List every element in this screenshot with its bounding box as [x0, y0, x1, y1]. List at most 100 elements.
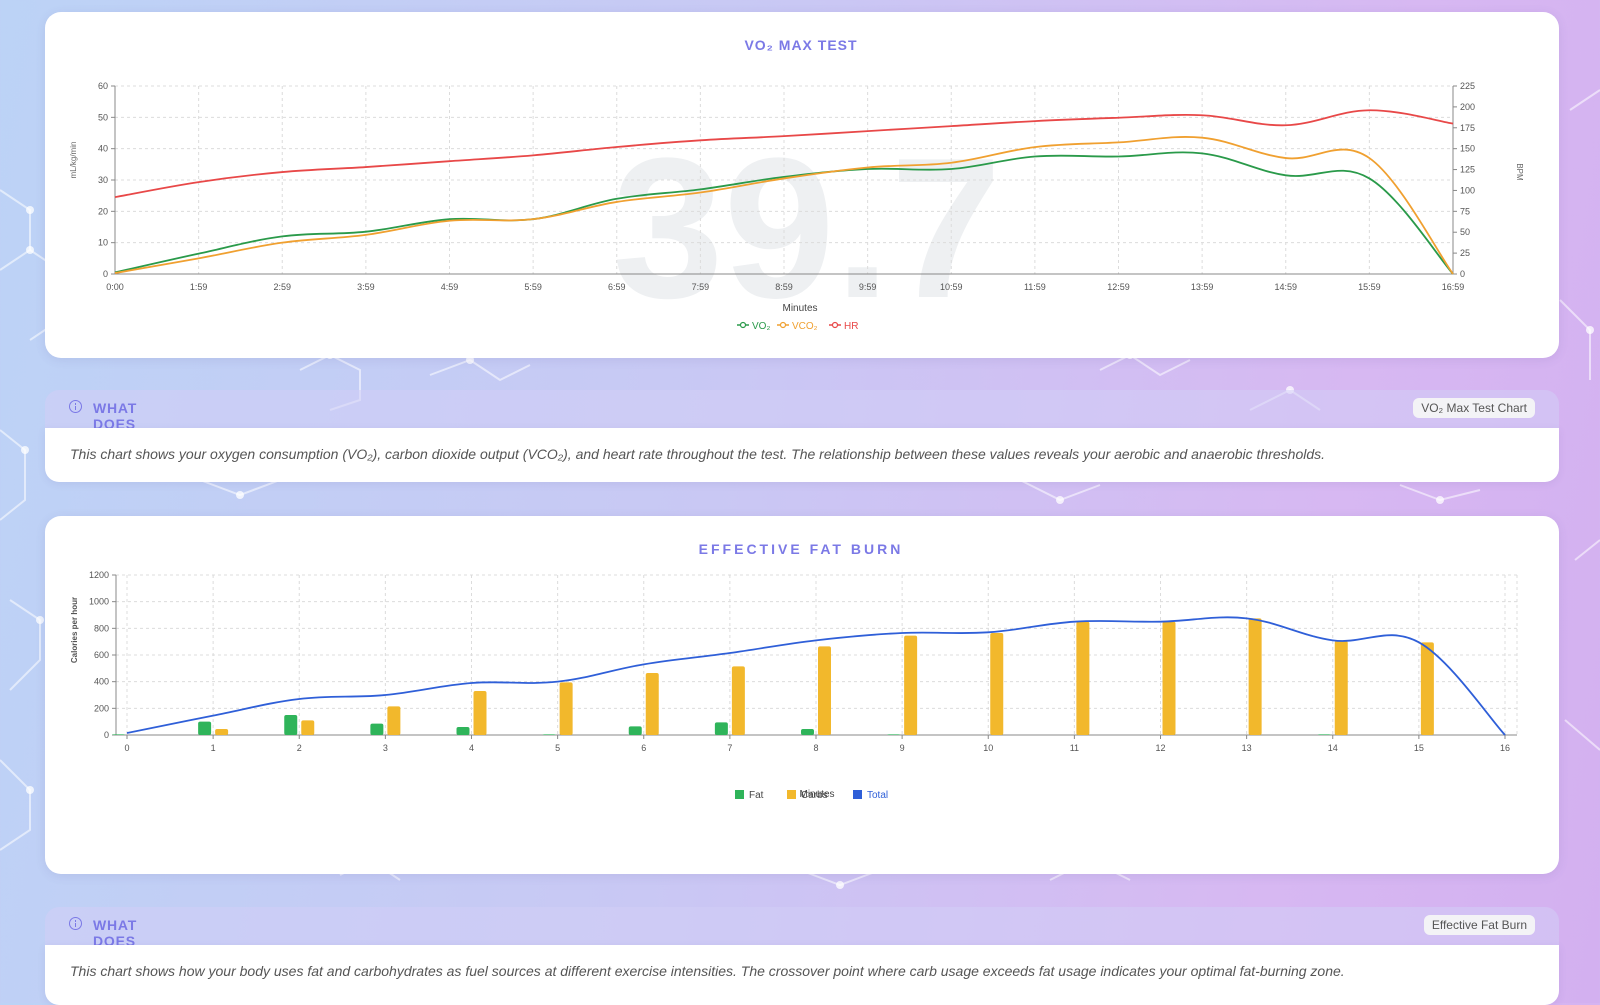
- vo2-x-tick-label: 1:59: [190, 282, 208, 292]
- vo2-x-tick-label: 2:59: [273, 282, 291, 292]
- carbs-bar[interactable]: [1334, 641, 1348, 735]
- fat-bar[interactable]: [370, 723, 384, 735]
- vo2-x-tick-label: 4:59: [441, 282, 459, 292]
- fat-bar[interactable]: [887, 734, 901, 735]
- fat-x-tick-label: 14: [1328, 743, 1338, 753]
- fat-x-tick-label: 13: [1242, 743, 1252, 753]
- vo2-y-tick-label: 0: [103, 269, 108, 279]
- fat-bar[interactable]: [542, 734, 556, 735]
- vo2-legend-dot: [739, 321, 747, 329]
- vo2-y2-tick-label: 0: [1460, 269, 1465, 279]
- vo2-chart-title: VO₂ MAX TEST: [744, 37, 857, 53]
- carbs-bar[interactable]: [818, 646, 831, 735]
- vo2-y2-tick-label: 100: [1460, 185, 1475, 195]
- carbs-bar[interactable]: [731, 666, 745, 735]
- fat-legend-label[interactable]: Fat: [749, 790, 764, 801]
- vo2-info-header[interactable]: WHAT DOES IT MEAN? VO₂ Max Test Chart: [45, 390, 1559, 464]
- vo2-x-tick-label: 8:59: [775, 282, 793, 292]
- carbs-bar[interactable]: [1248, 618, 1262, 735]
- fat-legend-label[interactable]: Carbs: [801, 790, 828, 801]
- info-icon: [69, 917, 82, 930]
- vo2-y-tick-label: 60: [98, 81, 108, 91]
- fat-x-tick-label: 11: [1070, 743, 1079, 753]
- vo2-x-tick-label: 3:59: [357, 282, 375, 292]
- carbs-bar[interactable]: [904, 635, 918, 735]
- fat-bar[interactable]: [284, 715, 298, 735]
- fat-x-tick-label: 12: [1155, 743, 1165, 753]
- vo2-y2-tick-label: 125: [1460, 165, 1475, 175]
- vo2-y2-tick-label: 75: [1460, 206, 1470, 216]
- fat-bar[interactable]: [1317, 734, 1331, 735]
- fat-burn-card: EFFECTIVE FAT BURN 0 1 2 3 4 5 6 7 8 9 10 11 12 13 14 1…: [45, 516, 1559, 874]
- fat-bar[interactable]: [112, 734, 125, 735]
- carbs-bar[interactable]: [387, 706, 401, 735]
- fat-info-header[interactable]: WHAT DOES IT MEAN? Effective Fat Burn: [45, 907, 1559, 981]
- vo2-info-text: This chart shows your oxygen consumption…: [70, 446, 1326, 462]
- total-line: [126, 616, 1506, 736]
- vo2-series-line-1: [114, 136, 1454, 275]
- vo2-legend-label[interactable]: HR: [844, 321, 858, 332]
- vo2-legend-dot: [831, 321, 839, 329]
- fat-bar[interactable]: [714, 722, 728, 735]
- vo2-x-tick-label: 16:59: [1442, 282, 1465, 292]
- vo2-y2-tick-label: 200: [1460, 102, 1475, 112]
- fat-bar[interactable]: [198, 721, 212, 735]
- vo2-x-tick-label: 5:59: [524, 282, 542, 292]
- carbs-bar[interactable]: [1076, 621, 1090, 735]
- fat-x-tick-label: 4: [469, 743, 474, 753]
- vo2-x-tick-label: 13:59: [1191, 282, 1214, 292]
- vo2-y-tick-label: 40: [98, 144, 108, 154]
- fat-y-tick-label: 400: [94, 677, 109, 687]
- vo2-max-chart: 39.7 VO₂ MAX TEST 0:00 1:59 2:59 3:59 4:59 5:…: [69, 37, 1524, 340]
- vo2-max-watermark: 39.7: [612, 117, 1001, 340]
- vo2-x-axis-label: Minutes: [782, 303, 817, 314]
- vo2-series-line-2: [114, 109, 1454, 199]
- vo2-x-tick-label: 11:59: [1024, 282, 1046, 292]
- fat-x-tick-label: 15: [1414, 743, 1424, 753]
- fat-chart-title: EFFECTIVE FAT BURN: [699, 541, 904, 557]
- fat-x-tick-label: 0: [124, 743, 129, 753]
- vo2-y2-tick-label: 150: [1460, 144, 1475, 154]
- fat-bar[interactable]: [456, 727, 470, 735]
- fat-y-tick-label: 800: [94, 623, 109, 633]
- fat-y-tick-label: 1000: [89, 597, 109, 607]
- carbs-bar[interactable]: [1162, 621, 1176, 735]
- vo2-y2-axis-label: BPM: [1515, 163, 1524, 181]
- fat-x-tick-label: 16: [1500, 743, 1510, 753]
- fat-legend-swatch: [735, 790, 744, 799]
- vo2-legend-label[interactable]: VCO₂: [792, 321, 818, 332]
- vo2-y2-tick-label: 50: [1460, 227, 1470, 237]
- vo2-x-tick-label: 12:59: [1107, 282, 1130, 292]
- fat-bar[interactable]: [628, 726, 642, 735]
- fat-legend-label[interactable]: Total: [867, 790, 888, 801]
- fat-info-body: This chart shows how your body uses fat …: [45, 945, 1559, 1005]
- carbs-bar[interactable]: [473, 691, 487, 735]
- vo2-max-card: 39.7 VO₂ MAX TEST 0:00 1:59 2:59 3:59 4:59 5:…: [45, 12, 1559, 358]
- vo2-x-tick-label: 14:59: [1274, 282, 1297, 292]
- fat-x-tick-label: 10: [983, 743, 993, 753]
- vo2-y-axis-label: mL/kg/min: [69, 142, 78, 179]
- info-icon: [69, 400, 82, 413]
- vo2-info-badge: VO₂ Max Test Chart: [1413, 398, 1535, 418]
- carbs-bar[interactable]: [645, 673, 659, 735]
- carbs-bar[interactable]: [1420, 642, 1434, 735]
- vo2-x-tick-label: 0:00: [106, 282, 124, 292]
- fat-bar[interactable]: [801, 729, 814, 735]
- carbs-bar[interactable]: [990, 633, 1004, 735]
- fat-x-tick-label: 7: [727, 743, 732, 753]
- vo2-y-tick-label: 10: [98, 238, 108, 248]
- fat-y-tick-label: 600: [94, 650, 109, 660]
- fat-info-panel: WHAT DOES IT MEAN? Effective Fat Burn Th…: [45, 907, 1559, 1005]
- vo2-x-tick-label: 7:59: [692, 282, 710, 292]
- carbs-bar[interactable]: [301, 720, 315, 735]
- fat-x-axis-label: Minutes: [799, 789, 834, 800]
- vo2-y2-tick-label: 225: [1460, 81, 1475, 91]
- vo2-info-body: This chart shows your oxygen consumption…: [45, 428, 1559, 482]
- carbs-bar[interactable]: [559, 682, 573, 735]
- vo2-legend-label[interactable]: VO₂: [752, 321, 770, 332]
- fat-legend-swatch: [853, 790, 862, 799]
- fat-x-tick-label: 2: [297, 743, 302, 753]
- fat-legend: Fat Carbs Total: [735, 790, 888, 801]
- vo2-y-tick-label: 50: [98, 112, 108, 122]
- carbs-bar[interactable]: [215, 729, 229, 735]
